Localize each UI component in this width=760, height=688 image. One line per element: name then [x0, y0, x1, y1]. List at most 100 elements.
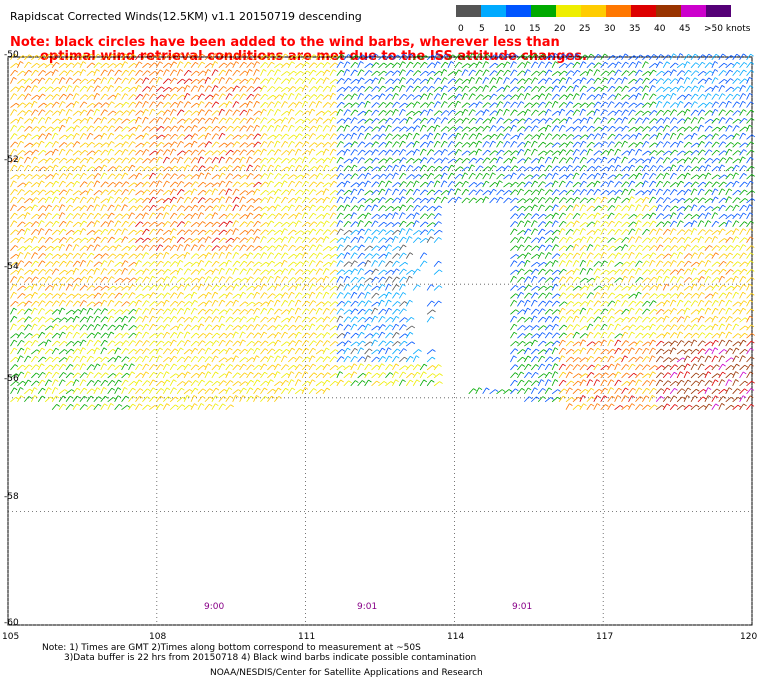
- wind-barb: [301, 221, 308, 228]
- wind-barb: [697, 61, 703, 69]
- wind-barb: [385, 197, 391, 204]
- wind-barb: [336, 125, 342, 132]
- wind-barb-flag: [105, 54, 110, 58]
- wind-barb-flag: [743, 69, 747, 73]
- wind-barb-flag: [563, 102, 568, 105]
- wind-barb: [711, 61, 716, 68]
- wind-barb-flag: [201, 101, 205, 104]
- wind-barb: [128, 198, 135, 204]
- wind-barb-flag: [645, 92, 649, 96]
- wind-barb: [614, 109, 620, 116]
- wind-barb-flag: [563, 189, 568, 193]
- wind-barb: [287, 197, 294, 204]
- wind-barb: [142, 149, 147, 156]
- wind-barb-flag: [744, 181, 748, 185]
- wind-barb: [246, 54, 252, 61]
- wind-barb-flag: [214, 53, 219, 56]
- wind-barb: [732, 53, 738, 61]
- wind-barb-flag: [409, 53, 414, 57]
- wind-barb: [211, 150, 218, 156]
- wind-barb: [343, 180, 348, 188]
- wind-barb-flag: [723, 70, 727, 73]
- wind-barb-flag: [264, 181, 269, 185]
- wind-barb: [530, 148, 535, 156]
- wind-barb: [454, 196, 459, 204]
- wind-barb: [642, 189, 648, 196]
- wind-barb-flag: [126, 118, 131, 122]
- wind-barb-flag: [182, 174, 186, 177]
- wind-barb: [190, 181, 196, 188]
- wind-barb: [739, 62, 745, 69]
- wind-barb-flag: [195, 229, 200, 233]
- wind-barb-flag: [583, 180, 587, 184]
- wind-barb: [364, 63, 371, 69]
- wind-barb: [447, 54, 454, 61]
- wind-barb-flag: [277, 149, 282, 152]
- wind-barb-flag: [431, 85, 435, 89]
- wind-barb-flag: [313, 125, 317, 129]
- wind-barb-flag: [347, 109, 351, 112]
- wind-barb-flag: [597, 133, 601, 136]
- wind-barb-flag: [736, 93, 741, 97]
- wind-barb-flag: [154, 166, 159, 170]
- wind-barb: [24, 54, 30, 61]
- wind-barb: [412, 54, 419, 61]
- wind-barb-flag: [589, 148, 593, 152]
- wind-barb-flag: [666, 117, 671, 120]
- wind-barb: [482, 69, 487, 76]
- wind-barb: [690, 204, 695, 212]
- wind-barb: [197, 78, 204, 84]
- wind-barb-flag: [70, 181, 75, 185]
- wind-barb: [690, 150, 697, 156]
- wind-barb-flag: [216, 150, 221, 153]
- wind-barb: [419, 86, 426, 92]
- wind-barb-flag: [50, 63, 54, 66]
- wind-barb: [398, 212, 403, 220]
- wind-barb: [72, 213, 78, 220]
- wind-barb-flag: [168, 230, 172, 233]
- wind-barb: [336, 118, 343, 124]
- wind-barb: [419, 164, 425, 172]
- wind-barb: [551, 78, 558, 84]
- wind-barb-flag: [236, 53, 240, 57]
- wind-barb: [280, 93, 285, 100]
- wind-barb: [190, 222, 197, 228]
- wind-barb-flag: [56, 229, 61, 233]
- wind-barb: [197, 70, 204, 77]
- wind-barb-flag: [452, 78, 457, 82]
- wind-barb-flag: [173, 228, 177, 231]
- wind-barb-flag: [207, 76, 212, 80]
- wind-barb: [364, 142, 371, 148]
- wind-barb: [315, 142, 322, 148]
- wind-barb: [86, 181, 92, 188]
- wind-barb-flag: [321, 158, 325, 161]
- wind-barb: [239, 156, 244, 164]
- wind-barb: [281, 110, 288, 116]
- wind-barb: [468, 109, 473, 116]
- wind-barb: [530, 204, 535, 212]
- wind-barb: [232, 109, 238, 116]
- wind-barb: [204, 125, 210, 132]
- wind-barb: [496, 166, 503, 172]
- wind-barb-flag: [13, 148, 18, 152]
- wind-barb-flag: [43, 174, 47, 177]
- wind-barb-flag: [69, 149, 74, 152]
- wind-barb-flag: [714, 188, 719, 192]
- wind-barb-flag: [555, 204, 559, 208]
- wind-barb: [544, 93, 549, 100]
- wind-barb: [79, 118, 86, 124]
- wind-barb-flag: [633, 94, 637, 98]
- wind-barb-flag: [563, 205, 567, 208]
- wind-barb: [600, 156, 605, 164]
- wind-barb: [614, 212, 620, 220]
- wind-barb-flag: [570, 221, 575, 225]
- wind-barb: [565, 173, 571, 180]
- wind-barb-flag: [383, 158, 388, 161]
- wind-barb-flag: [493, 85, 497, 89]
- wind-barb-flag: [701, 109, 706, 113]
- wind-barb: [607, 101, 612, 108]
- wind-barb: [662, 70, 669, 77]
- wind-barb-flag: [429, 108, 434, 112]
- wind-barb: [135, 213, 141, 220]
- wind-barb: [739, 101, 744, 108]
